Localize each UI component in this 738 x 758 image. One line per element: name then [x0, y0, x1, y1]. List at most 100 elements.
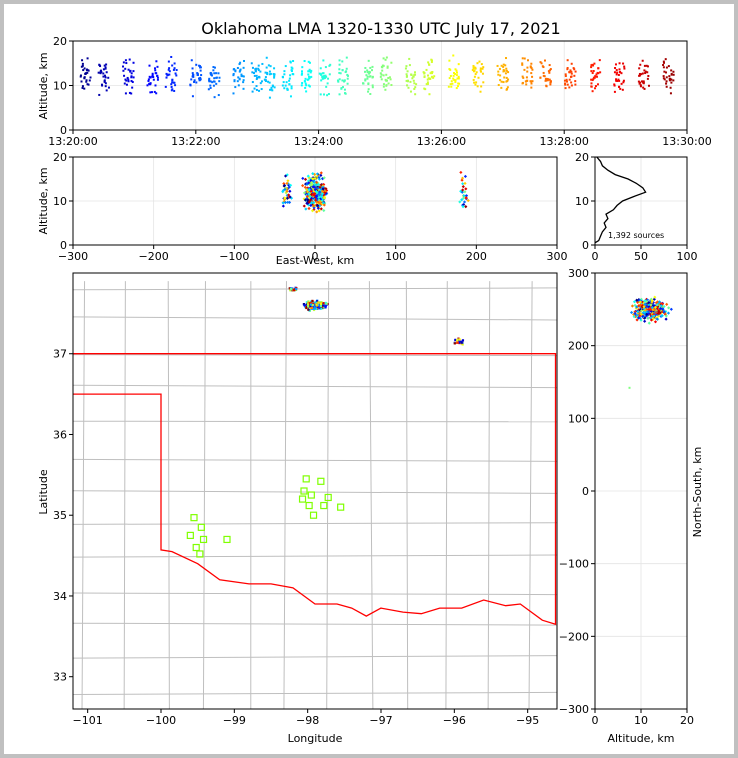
source-point	[311, 200, 315, 204]
source-point	[622, 79, 625, 82]
source-point	[428, 63, 431, 66]
plan-view-frame	[72, 272, 558, 710]
source-point	[314, 183, 318, 187]
source-point	[592, 77, 595, 80]
alt-hist-y-tick-label: 20	[575, 151, 589, 164]
source-point	[345, 67, 348, 70]
source-point	[476, 62, 479, 65]
source-point	[193, 80, 196, 83]
source-point	[311, 187, 315, 191]
source-point	[198, 77, 201, 80]
source-point	[656, 301, 660, 305]
source-point	[213, 96, 216, 99]
source-point	[304, 86, 307, 89]
source-point	[130, 92, 133, 95]
source-point	[313, 185, 317, 189]
source-point	[126, 76, 129, 79]
source-point	[665, 80, 668, 83]
source-point	[646, 71, 649, 74]
source-point	[406, 84, 409, 87]
source-point	[195, 63, 198, 66]
source-point	[497, 73, 500, 76]
source-point	[653, 295, 657, 299]
source-point	[125, 79, 128, 82]
source-point	[647, 84, 650, 87]
source-point	[238, 78, 241, 81]
source-point	[128, 58, 131, 61]
source-point	[592, 70, 595, 73]
source-point	[539, 76, 542, 79]
source-point	[314, 198, 318, 202]
source-point	[502, 63, 505, 66]
source-point	[218, 80, 221, 83]
source-point	[497, 70, 500, 73]
source-point	[657, 308, 661, 312]
source-point	[122, 65, 125, 68]
source-point	[665, 71, 668, 74]
source-point	[642, 81, 645, 84]
ns-alt-y-tick-label: −300	[559, 703, 589, 716]
source-point	[433, 75, 436, 78]
alt-time-points	[79, 54, 675, 99]
source-point	[668, 75, 671, 78]
source-point	[663, 78, 666, 81]
source-point	[287, 200, 292, 205]
source-point	[301, 82, 304, 85]
source-point	[321, 72, 324, 75]
source-point	[385, 84, 388, 87]
source-point	[273, 74, 276, 77]
source-point	[196, 72, 199, 75]
source-point	[426, 74, 429, 77]
source-point	[328, 73, 331, 76]
source-point	[454, 80, 457, 83]
source-point	[166, 73, 169, 76]
source-point	[189, 84, 192, 87]
source-point	[127, 80, 130, 83]
source-point	[234, 70, 237, 73]
source-point	[521, 62, 524, 65]
source-point	[81, 62, 84, 65]
source-point	[506, 86, 509, 89]
source-point	[307, 203, 311, 207]
ns-alt-xlabel: Altitude, km	[607, 732, 674, 745]
source-point	[281, 201, 285, 205]
source-point	[385, 79, 388, 82]
source-point	[662, 77, 665, 80]
source-point	[477, 76, 480, 79]
source-point	[590, 85, 593, 88]
alt-hist-ticks: 0 50 100 0 10 20	[575, 151, 698, 263]
source-point	[325, 85, 328, 88]
source-point	[643, 302, 648, 307]
source-point	[233, 80, 236, 83]
source-point	[640, 308, 644, 312]
station-marker	[305, 501, 313, 510]
source-point	[462, 194, 466, 198]
source-point	[642, 310, 646, 314]
source-point	[530, 67, 533, 70]
source-point	[127, 68, 130, 71]
source-point	[273, 86, 276, 89]
source-point	[637, 308, 641, 313]
plan-view-x-tick-label: −95	[516, 714, 539, 727]
alt-hist-x-tick-label: 0	[592, 250, 599, 263]
source-point	[389, 78, 392, 81]
source-point	[319, 171, 323, 175]
source-point	[620, 82, 623, 85]
source-point	[310, 179, 315, 183]
source-point	[646, 310, 650, 314]
source-point	[308, 75, 311, 78]
source-point	[171, 79, 174, 82]
source-point	[547, 70, 550, 73]
source-point	[460, 341, 463, 344]
source-point	[637, 316, 641, 320]
source-point	[454, 72, 457, 75]
source-point	[79, 75, 82, 78]
source-point	[568, 71, 571, 74]
source-point	[456, 339, 459, 342]
source-point	[302, 204, 306, 208]
source-point	[304, 77, 307, 80]
source-point	[105, 89, 108, 92]
source-point	[639, 303, 643, 307]
source-point	[479, 69, 482, 72]
source-point	[168, 70, 171, 73]
